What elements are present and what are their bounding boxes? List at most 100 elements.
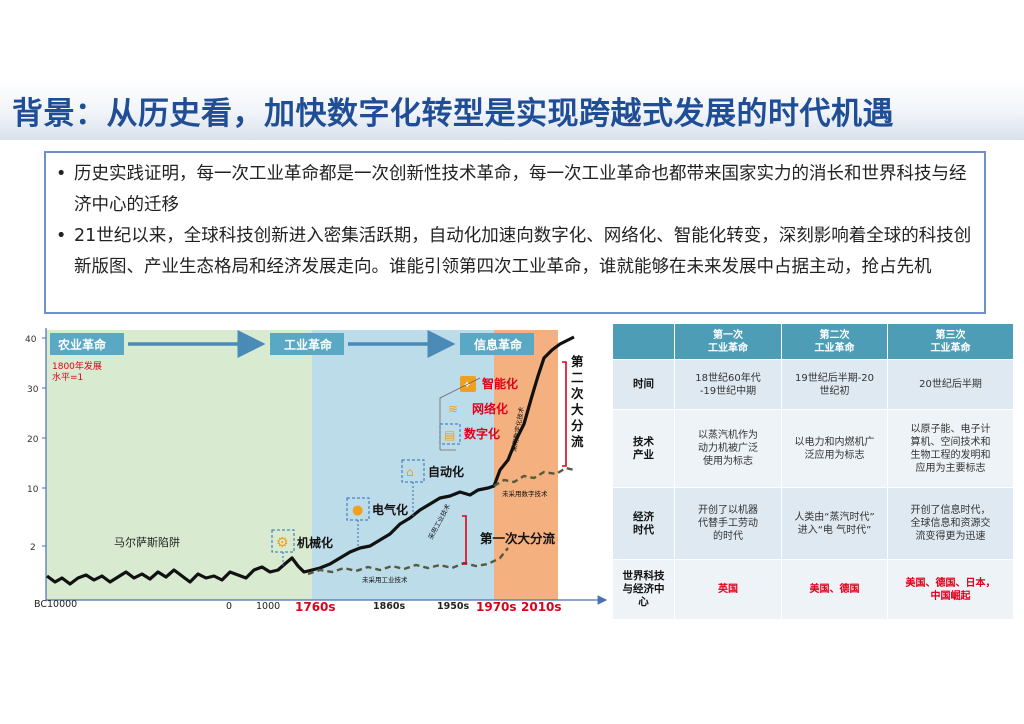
stage-label: 电气化	[372, 502, 408, 517]
column-header: 第三次 工业革命	[887, 323, 1014, 360]
table-row: 经济 时代 开创了以机器 代替手工劳动 的时代 人类由“蒸汽时代” 进入“电 气…	[612, 487, 1014, 560]
title-bar	[0, 78, 1024, 140]
stage-networking: ≋ 网络化	[448, 401, 508, 416]
y-tick-label: 10	[27, 485, 39, 495]
table-cell: 以电力和内燃机广 泛应用为标志	[781, 409, 888, 488]
table-cell: 18世纪60年代 -19世纪中期	[674, 359, 782, 410]
bullet-text: 历史实践证明，每一次工业革命都是一次创新性技术革命，每一次工业革命也都带来国家实…	[74, 164, 967, 215]
row-header-text: 经济 时代	[633, 510, 654, 536]
column-header: 第一次 工业革命	[674, 323, 782, 360]
malthus-trap-label: 马尔萨斯陷阱	[114, 535, 180, 549]
stage-automation: ⌂ 自动化	[401, 459, 464, 516]
row-header: 世界科技 与经济中 心	[612, 559, 675, 620]
table-cell: 英国	[674, 559, 782, 620]
x-tick-label: 1760s	[295, 600, 336, 614]
cell-text: 开创了以机器 代替手工劳动 的时代	[698, 505, 758, 542]
curve-label: 未采用数字技术	[502, 489, 548, 498]
table-row: 技术 产业 以蒸汽机作为 动力机被广泛 使用为标志 以电力和内燃机广 泛应用为标…	[612, 409, 1014, 488]
table-row: 世界科技 与经济中 心 英国 美国、德国 美国、德国、日本， 中国崛起	[612, 559, 1014, 620]
x-tick-label: 0	[226, 601, 232, 612]
row-header: 经济 时代	[612, 487, 675, 560]
x-tick-label: 1860s	[373, 601, 405, 612]
table-cell: 以蒸汽机作为 动力机被广泛 使用为标志	[674, 409, 782, 488]
agri-era-bg	[46, 330, 312, 600]
bullet-item: • 21世纪以来，全球科技创新进入密集活跃期，自动化加速向数字化、网络化、智能化…	[56, 221, 974, 283]
y-tick-label: 2	[30, 543, 36, 553]
table-cell: 人类由“蒸汽时代” 进入“电 气时代”	[781, 487, 888, 560]
stage-label: 数字化	[464, 426, 500, 441]
cell-text: 人类由“蒸汽时代” 进入“电 气时代”	[794, 511, 875, 536]
history-chart: 40 30 20 10 2 BC10000 0 1000 1760s 1860s…	[25, 328, 608, 614]
bullet-item: • 历史实践证明，每一次工业革命都是一次创新性技术革命，每一次工业革命也都带来国…	[56, 159, 974, 221]
era-badge-agri	[50, 333, 124, 355]
table-cell: 19世纪后半期-20 世纪初	[781, 359, 888, 410]
stage-label: 自动化	[428, 464, 464, 479]
era-badge-industrial	[270, 333, 344, 355]
first-divergence-bracket	[462, 515, 467, 565]
row-header: 技术 产业	[612, 409, 675, 488]
cell-text: 英国	[718, 584, 738, 595]
cell-text: 以蒸汽机作为 动力机被广泛 使用为标志	[698, 430, 758, 467]
growth-curve	[46, 335, 575, 586]
robot-arm-icon: ⌂	[406, 465, 414, 479]
y-tick-label: 30	[27, 385, 39, 395]
stage-label: 机械化	[297, 535, 333, 550]
cell-text: 美国、德国	[809, 584, 860, 595]
bullet-box: • 历史实践证明，每一次工业革命都是一次创新性技术革命，每一次工业革命也都带来国…	[44, 151, 986, 314]
y-tick-label: 20	[27, 435, 39, 445]
era-label: 信息革命	[474, 337, 523, 352]
stage-label: 网络化	[472, 401, 508, 416]
bullet-text: 21世纪以来，全球科技创新进入密集活跃期，自动化加速向数字化、网络化、智能化转变…	[74, 226, 972, 277]
table-cell: 以原子能、电子计 算机、空间技术和 生物工程的发明和 应用为主要标志	[887, 409, 1014, 488]
column-header-text: 第三次 工业革命	[930, 329, 971, 354]
baseline-note: 1800年发展水平=1	[52, 360, 102, 383]
cell-text: 19世纪后半期-20 世纪初	[794, 372, 875, 397]
non-industrial-curve	[307, 547, 509, 576]
table-cell: 开创了信息时代， 全球信息和资源交 流变得更为迅速	[887, 487, 1014, 560]
table-cell: 20世纪后半期	[887, 359, 1014, 410]
column-header: 第二次 工业革命	[781, 323, 888, 360]
bullet-dot: •	[56, 226, 67, 246]
stage-electrification: ● 电气化	[346, 497, 408, 548]
stage-label: 智能化	[481, 376, 518, 391]
x-tick-label: 1970s	[476, 600, 517, 614]
non-digital-curve	[493, 466, 575, 488]
table-cell: 开创了以机器 代替手工劳动 的时代	[674, 487, 782, 560]
cell-text: 以原子能、电子计 算机、空间技术和 生物工程的发明和 应用为主要标志	[910, 423, 991, 474]
table-cell: 美国、德国、日本， 中国崛起	[887, 559, 1014, 620]
x-tick-label: 1950s	[437, 601, 469, 612]
row-header-text: 技术 产业	[633, 435, 654, 461]
row-header-text: 世界科技 与经济中 心	[622, 570, 665, 608]
cell-text: 18世纪60年代 -19世纪中期	[695, 372, 761, 397]
era-label: 工业革命	[284, 337, 333, 352]
table-header-row: 第一次 工业革命 第二次 工业革命 第三次 工业革命	[612, 323, 1014, 360]
column-header-text: 第一次 工业革命	[708, 329, 748, 354]
lightbulb-icon: ●	[352, 503, 363, 518]
era-label: 农业革命	[57, 337, 107, 352]
table-row: 时间 18世纪60年代 -19世纪中期 19世纪后半期-20 世纪初 20世纪后…	[612, 359, 1014, 410]
curve-label: 未采用工业技术	[362, 575, 408, 584]
revolution-table: 第一次 工业革命 第二次 工业革命 第三次 工业革命 时间 18世纪60年代 -…	[612, 323, 1014, 620]
y-tick-label: 40	[25, 335, 37, 345]
table-cell: 美国、德国	[781, 559, 888, 620]
intel-bracket	[439, 377, 481, 451]
second-divergence-bracket	[562, 361, 567, 467]
brain-icon: ✦	[463, 380, 471, 391]
x-tick-label: 1000	[256, 601, 280, 612]
second-divergence-label: 第二次大分流	[571, 354, 584, 449]
x-tick-label: BC10000	[34, 599, 77, 610]
table-corner	[612, 323, 675, 360]
era-badge-info	[460, 333, 534, 355]
bullet-dot: •	[56, 164, 67, 184]
cell-text: 开创了信息时代， 全球信息和资源交 流变得更为迅速	[910, 505, 991, 542]
cell-text: 以电力和内燃机广 泛应用为标志	[794, 436, 875, 461]
row-header-text: 时间	[633, 378, 654, 390]
row-header: 时间	[612, 359, 675, 410]
first-divergence-label: 第一次大分流	[480, 531, 556, 546]
gear-icon: ⚙	[276, 535, 289, 551]
x-tick-label: 2010s	[521, 600, 562, 614]
page-title: 背景：从历史看，加快数字化转型是实现跨越式发展的时代机遇	[12, 96, 894, 132]
chart-icon: ▤	[444, 428, 455, 442]
stage-mechanization: ⚙ 机械化	[271, 529, 333, 566]
column-header-text: 第二次 工业革命	[814, 329, 855, 354]
